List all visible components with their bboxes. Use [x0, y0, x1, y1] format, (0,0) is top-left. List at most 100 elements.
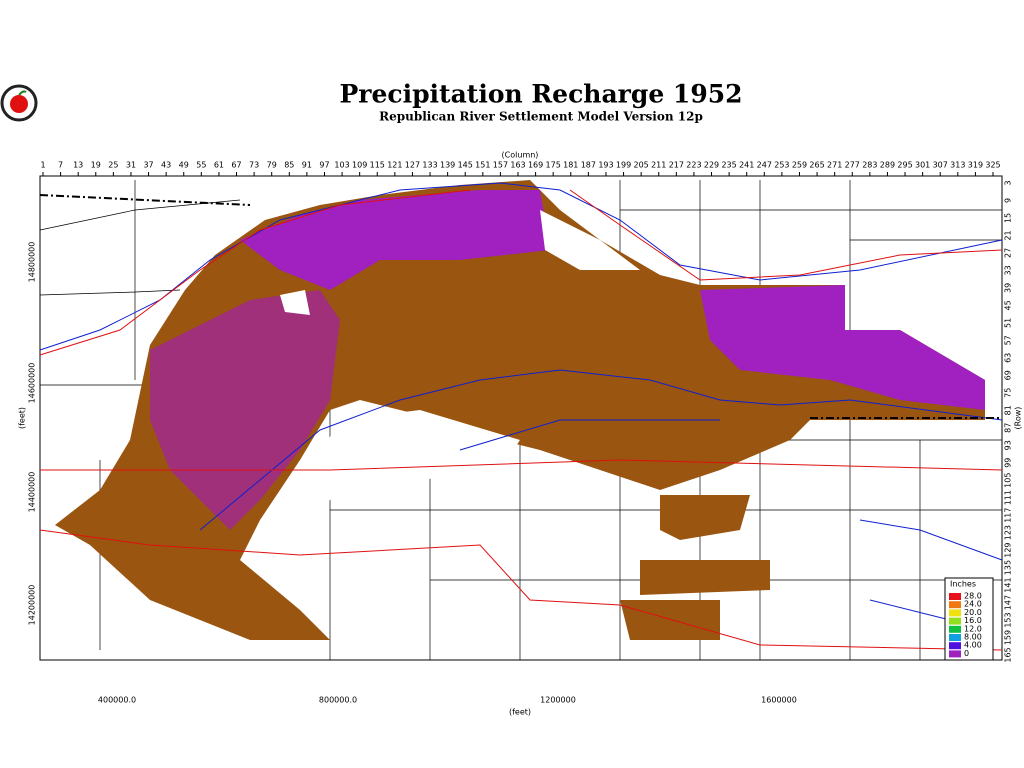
column-label: (Column)	[502, 151, 539, 160]
column-tick-label: 43	[161, 161, 171, 170]
row-tick-label: 27	[1004, 248, 1013, 258]
legend-swatch	[949, 650, 961, 658]
row-tick-label: 69	[1004, 370, 1013, 380]
column-tick-label: 217	[669, 161, 684, 170]
state-border	[39, 194, 1002, 419]
row-tick-label: 123	[1004, 525, 1013, 540]
column-tick-label: 55	[196, 161, 206, 170]
row-tick-label: 15	[1004, 213, 1013, 223]
column-tick-label: 85	[284, 161, 294, 170]
column-tick-label: 307	[933, 161, 948, 170]
column-tick-label: 79	[267, 161, 277, 170]
column-tick-label: 277	[845, 161, 860, 170]
column-tick-label: 325	[985, 161, 1000, 170]
legend-label: 28.0	[964, 592, 982, 601]
column-tick-label: 115	[370, 161, 385, 170]
column-tick-label: 229	[704, 161, 719, 170]
column-tick-label: 265	[809, 161, 824, 170]
column-tick-label: 295	[897, 161, 912, 170]
legend-label: 20.0	[964, 608, 982, 617]
column-tick-label: 187	[581, 161, 596, 170]
row-tick-label: 81	[1004, 405, 1013, 415]
row-tick-label: 3	[1004, 180, 1013, 185]
legend-swatch	[949, 625, 961, 633]
column-tick-label: 313	[950, 161, 965, 170]
bottom-tick-label: 800000.0	[319, 696, 357, 705]
column-tick-label: 205	[634, 161, 649, 170]
column-tick-label: 181	[563, 161, 578, 170]
left-tick-label: 14800000	[28, 242, 37, 283]
row-tick-label: 141	[1004, 577, 1013, 592]
column-tick-label: 25	[108, 161, 118, 170]
column-tick-label: 49	[179, 161, 189, 170]
legend-label: 8.00	[964, 633, 982, 642]
row-tick-label: 45	[1004, 300, 1013, 310]
column-tick-label: 91	[302, 161, 312, 170]
row-tick-label: 147	[1004, 595, 1013, 610]
row-tick-label: 21	[1004, 230, 1013, 240]
legend-label: 0	[964, 649, 969, 658]
legend-swatch	[949, 609, 961, 617]
row-tick-label: 159	[1004, 630, 1013, 645]
column-tick-label: 271	[827, 161, 842, 170]
column-tick-label: 199	[616, 161, 631, 170]
column-tick-label: 253	[774, 161, 789, 170]
column-tick-label: 73	[249, 161, 259, 170]
column-tick-label: 133	[422, 161, 437, 170]
column-tick-label: 61	[214, 161, 224, 170]
row-tick-label: 39	[1004, 283, 1013, 293]
bottom-axis-label: (feet)	[509, 708, 531, 717]
column-tick-label: 193	[598, 161, 613, 170]
map	[39, 175, 1003, 661]
column-tick-label: 151	[475, 161, 490, 170]
column-tick-label: 157	[493, 161, 508, 170]
column-tick-label: 67	[231, 161, 241, 170]
legend-label: 16.0	[964, 616, 982, 625]
column-tick-label: 259	[792, 161, 807, 170]
left-axis-label: (feet)	[18, 407, 27, 429]
column-tick-label: 241	[739, 161, 754, 170]
subtitle: Republican River Settlement Model Versio…	[379, 110, 703, 124]
row-tick-label: 111	[1004, 490, 1013, 505]
row-tick-label: 165	[1004, 647, 1013, 662]
column-tick-label: 289	[880, 161, 895, 170]
row-tick-label: 99	[1004, 458, 1013, 468]
no-data-hole	[280, 210, 640, 510]
row-tick-label: 63	[1004, 353, 1013, 363]
column-tick-label: 301	[915, 161, 930, 170]
row-tick-label: 75	[1004, 388, 1013, 398]
column-tick-label: 109	[352, 161, 367, 170]
column-tick-label: 145	[458, 161, 473, 170]
column-tick-label: 319	[968, 161, 983, 170]
row-tick-label: 105	[1004, 473, 1013, 488]
row-tick-label: 57	[1004, 335, 1013, 345]
column-tick-label: 19	[91, 161, 101, 170]
column-tick-label: 169	[528, 161, 543, 170]
bottom-tick-label: 1600000	[761, 696, 797, 705]
column-tick-label: 163	[510, 161, 525, 170]
column-tick-label: 283	[862, 161, 877, 170]
legend-swatch	[949, 601, 961, 609]
recharge-zone-brown-south	[620, 495, 770, 640]
column-tick-label: 37	[143, 161, 153, 170]
row-tick-label: 33	[1004, 265, 1013, 275]
column-tick-label: 7	[58, 161, 63, 170]
title: Precipitation Recharge 1952	[339, 80, 742, 109]
left-tick-label: 14400000	[28, 472, 37, 513]
row-tick-label: 129	[1004, 542, 1013, 557]
row-tick-label: 93	[1004, 440, 1013, 450]
legend-swatch	[949, 634, 961, 641]
legend-title: Inches	[950, 580, 976, 589]
column-tick-label: 175	[546, 161, 561, 170]
column-tick-label: 103	[334, 161, 349, 170]
logo	[0, 84, 38, 122]
row-tick-label: 135	[1004, 560, 1013, 575]
legend-label: 24.0	[964, 600, 982, 609]
recharge-zone-purple	[240, 190, 985, 410]
row-tick-label: 117	[1004, 508, 1013, 523]
legend-swatch	[949, 642, 961, 650]
bottom-tick-label: 1200000	[540, 696, 576, 705]
column-tick-label: 97	[319, 161, 329, 170]
left-tick-label: 14600000	[28, 363, 37, 404]
